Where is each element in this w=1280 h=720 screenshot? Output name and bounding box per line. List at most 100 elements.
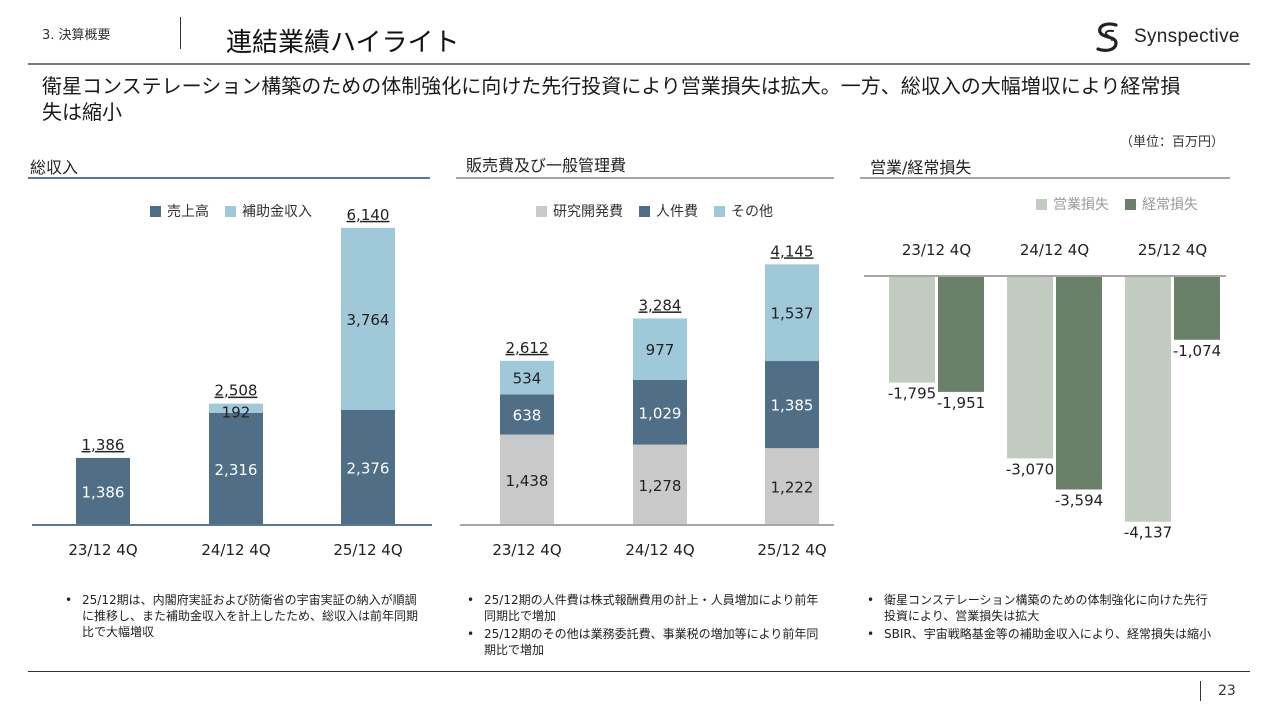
legend-label-rnd: 研究開発費: [553, 204, 623, 220]
loss-note-item: 衛星コンステレーション構築のための体制強化に向けた先行投資により、営業損失は拡大: [864, 592, 1214, 624]
logo-text: Synspective: [1134, 26, 1240, 47]
total-label: 6,140: [347, 206, 390, 224]
legend-label-subsidy: 補助金収入: [242, 204, 312, 220]
legend-label-sales: 売上高: [167, 204, 209, 220]
footer-rule: [28, 671, 1250, 672]
data-label: 2,376: [347, 460, 390, 478]
bar-segment: [765, 361, 819, 449]
legend-label-ordinary-loss: 経常損失: [1142, 197, 1198, 213]
legend-item-subsidy: 補助金収入: [225, 201, 312, 221]
data-label: 1,222: [771, 479, 814, 497]
bar: [1174, 276, 1220, 340]
legend-item-ordinary-loss: 経常損失: [1125, 194, 1198, 214]
bar-segment: [765, 448, 819, 525]
legend-swatch-operating-loss: [1036, 198, 1047, 210]
category-label: 23/12 4Q: [492, 541, 561, 559]
legend-item-rnd: 研究開発費: [536, 201, 623, 221]
bar: [1125, 276, 1171, 522]
legend-swatch-other: [714, 205, 725, 217]
data-label: 1,438: [506, 472, 549, 490]
bar: [1007, 276, 1053, 459]
bar-segment: [500, 434, 554, 525]
page-title: 連結業績ハイライト: [226, 28, 460, 58]
bar: [889, 276, 935, 383]
bar-segment: [341, 410, 395, 525]
revenue-chart: 1,386 1,386 23/12 4Q 2,316 192 2,508 24/12 4Q 2…: [32, 206, 432, 559]
revenue-note-item: 25/12期は、内閣府実証および防衛省の宇宙実証の納入が順調に推移し、また補助金…: [62, 592, 422, 640]
total-label: 2,508: [215, 382, 258, 400]
total-label: 4,145: [771, 242, 814, 260]
footer-divider: [1200, 681, 1201, 701]
category-label: 24/12 4Q: [201, 541, 270, 559]
page-number: 23: [1218, 683, 1236, 699]
revenue-legend: 売上高 補助金収入: [150, 201, 328, 221]
unit-label: （単位：百万円）: [1119, 135, 1224, 150]
bar-segment: [633, 444, 687, 525]
bar-segment: [765, 264, 819, 362]
data-label: 1,537: [771, 305, 814, 323]
total-label: 3,284: [639, 296, 682, 314]
legend-swatch-personnel: [639, 205, 650, 217]
category-label: 25/12 4Q: [333, 541, 402, 559]
synspective-logo-icon: [1096, 22, 1118, 52]
sga-note-item: 25/12期の人件費は株式報酬費用の計上・人員増加により前年同期比で増加: [464, 592, 824, 624]
bar-segment: [500, 360, 554, 395]
sga-note-item: 25/12期のその他は業務委託費、事業税の増加等により前年同期比で増加: [464, 626, 824, 658]
legend-swatch-ordinary-loss: [1125, 198, 1136, 210]
legend-label-other: その他: [731, 204, 773, 220]
loss-panel-title: 営業/経常損失: [870, 158, 972, 177]
legend-swatch-subsidy: [225, 205, 236, 217]
data-label: 1,278: [639, 477, 682, 495]
sga-notes: 25/12期の人件費は株式報酬費用の計上・人員増加により前年同期比で増加 25/…: [464, 592, 824, 660]
revenue-panel-rule: [28, 177, 430, 179]
category-label: 23/12 4Q: [902, 241, 971, 259]
data-label: -3,594: [1055, 491, 1103, 509]
bar-segment: [633, 379, 687, 445]
header-rule: [28, 63, 1250, 65]
data-label: 534: [513, 370, 542, 388]
company-logo: Synspective: [1090, 20, 1250, 56]
bar: [1056, 276, 1102, 490]
category-label: 24/12 4Q: [625, 541, 694, 559]
loss-panel-rule: [860, 177, 1230, 179]
data-label: -4,137: [1124, 524, 1172, 542]
legend-item-personnel: 人件費: [639, 201, 698, 221]
bar-segment: [341, 227, 395, 411]
category-label: 25/12 4Q: [1138, 241, 1207, 259]
bar-segment: [209, 412, 263, 525]
bar-segment: [76, 457, 130, 525]
data-label: 1,386: [82, 483, 125, 501]
loss-note-item: SBIR、宇宙戦略基金等の補助金収入により、経常損失は縮小: [864, 626, 1214, 642]
headline: 衛星コンステレーション構築のための体制強化に向けた先行投資により営業損失は拡大。…: [42, 74, 1181, 124]
bar-segment: [500, 394, 554, 435]
revenue-panel-title: 総収入: [30, 158, 79, 177]
data-label: -1,951: [937, 394, 985, 412]
data-label: 2,316: [215, 461, 258, 479]
bar: [938, 276, 984, 392]
total-label: 1,386: [82, 436, 125, 454]
data-label: 638: [513, 406, 542, 424]
data-label: -1,074: [1173, 342, 1221, 360]
sga-panel-title: 販売費及び一般管理費: [466, 156, 627, 175]
legend-item-sales: 売上高: [150, 201, 209, 221]
loss-chart: 23/12 4Q -1,795-1,951 24/12 4Q -3,070-3,594…: [864, 241, 1226, 542]
data-label: 3,764: [347, 311, 390, 329]
bar-segment: [633, 318, 687, 380]
data-label: -1,795: [888, 385, 936, 403]
data-label: 1,385: [771, 397, 814, 415]
data-label: -3,070: [1006, 460, 1054, 478]
data-label: 977: [646, 341, 675, 359]
loss-notes: 衛星コンステレーション構築のための体制強化に向けた先行投資により、営業損失は拡大…: [864, 592, 1214, 644]
category-label: 23/12 4Q: [68, 541, 137, 559]
legend-label-operating-loss: 営業損失: [1053, 197, 1109, 213]
legend-item-other: その他: [714, 201, 773, 221]
total-label: 2,612: [506, 339, 549, 357]
category-label: 25/12 4Q: [757, 541, 826, 559]
data-label: 1,029: [639, 404, 682, 422]
section-label: 3. 決算概要: [42, 28, 111, 43]
category-label: 24/12 4Q: [1020, 241, 1089, 259]
sga-panel-rule: [456, 177, 834, 179]
legend-item-operating-loss: 営業損失: [1036, 194, 1109, 214]
loss-legend: 営業損失 経常損失: [1036, 194, 1214, 214]
title-divider: [180, 17, 181, 49]
